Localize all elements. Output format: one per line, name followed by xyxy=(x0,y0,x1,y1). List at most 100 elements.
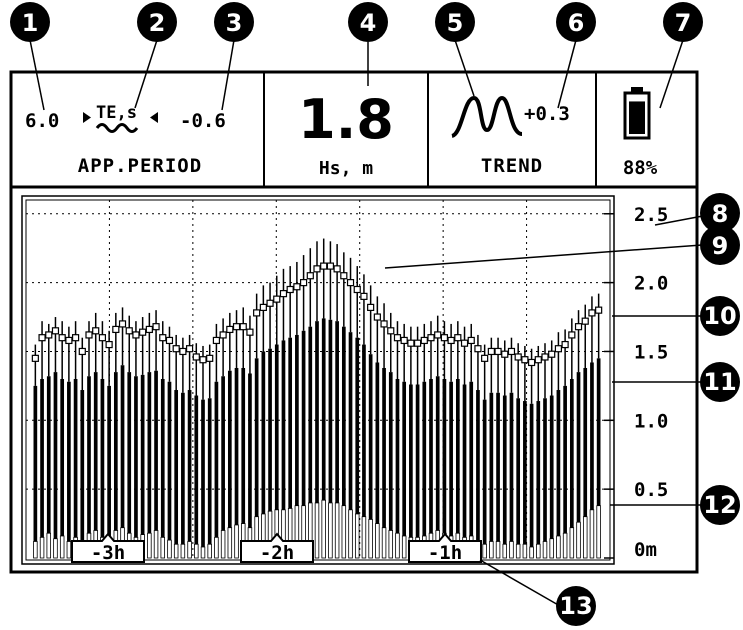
bar-main xyxy=(100,379,105,538)
bar-mean-marker xyxy=(112,325,120,334)
bar-mean-marker xyxy=(340,272,348,280)
svg-text:4: 4 xyxy=(360,9,377,37)
bar-mean-marker xyxy=(125,327,133,335)
svg-text:12: 12 xyxy=(703,491,736,519)
bar-mean-marker xyxy=(293,283,301,291)
bar-main xyxy=(476,390,480,542)
bar-mean-marker xyxy=(152,323,160,331)
bar-main xyxy=(234,367,239,525)
bar-mean-marker xyxy=(494,347,502,356)
bar-main xyxy=(455,379,460,534)
bar-mean-marker xyxy=(373,313,381,321)
trend-wave-icon xyxy=(450,95,523,138)
bar-low xyxy=(341,505,347,559)
bar-main xyxy=(295,334,299,506)
bar-low xyxy=(200,546,206,559)
bar-low xyxy=(549,538,554,559)
bar-main xyxy=(254,358,259,517)
bar-low xyxy=(576,521,581,559)
bar-mean-marker xyxy=(420,336,428,345)
bar-main xyxy=(341,326,346,506)
bar-mean-marker xyxy=(333,265,341,273)
bar-main xyxy=(268,348,272,512)
x-marker: -3h xyxy=(71,532,145,564)
bar-mean-marker xyxy=(159,334,167,342)
bar-low xyxy=(328,502,333,559)
bar-mean-marker xyxy=(574,323,583,331)
bar-mean-marker xyxy=(239,323,247,331)
bar-main xyxy=(590,362,594,510)
callout-13: 13 xyxy=(556,586,596,626)
bar-mean-marker xyxy=(78,347,86,356)
bar-mean-marker xyxy=(407,339,415,347)
bar-main xyxy=(576,372,581,523)
bar-low xyxy=(321,499,326,559)
trend-cell: +0.3 TREND xyxy=(450,95,570,177)
bar-main xyxy=(348,332,353,510)
bar-main xyxy=(502,395,507,545)
bar-low xyxy=(589,509,595,559)
bar-mean-marker xyxy=(481,354,489,362)
bar-main xyxy=(261,351,266,514)
bar-mean-marker xyxy=(118,320,127,328)
bar-main xyxy=(429,379,433,534)
y-tick-label: 2.0 xyxy=(634,273,668,295)
bar-main xyxy=(496,392,500,542)
bar-mean-marker xyxy=(232,323,241,331)
bar-main xyxy=(482,399,487,545)
period-symbol: TE,s xyxy=(96,103,137,123)
bar-low xyxy=(556,535,561,559)
bar-low xyxy=(227,527,233,559)
bar-main xyxy=(556,390,561,536)
battery-level-fill xyxy=(629,101,645,134)
bar-mean-marker xyxy=(38,334,46,342)
bar-main xyxy=(134,376,138,538)
bar-mean-marker xyxy=(145,325,153,334)
bar-mean-marker xyxy=(393,334,402,342)
bar-main xyxy=(53,372,58,539)
bar-main xyxy=(442,379,447,534)
bar-main xyxy=(227,370,232,528)
bar-low xyxy=(395,532,400,559)
bar-main xyxy=(596,358,601,506)
bar-mean-marker xyxy=(507,347,516,356)
bar-main xyxy=(462,384,467,538)
y-tick-label: 0m xyxy=(634,539,657,561)
bar-low xyxy=(582,516,588,559)
callout-5: 5 xyxy=(435,2,475,42)
bar-mean-marker xyxy=(51,327,60,335)
bar-mean-marker xyxy=(313,265,321,273)
callout-9: 9 xyxy=(700,225,740,265)
bar-mean-marker xyxy=(71,334,80,342)
bar-mean-marker xyxy=(306,272,314,280)
bar-main xyxy=(288,337,293,509)
bar-mean-marker xyxy=(400,336,408,345)
bar-mean-marker xyxy=(31,354,39,362)
bar-mean-marker xyxy=(219,331,227,339)
bar-low xyxy=(489,541,494,559)
arrow-left-icon xyxy=(150,112,158,123)
bar-main xyxy=(382,367,386,528)
bar-low xyxy=(562,532,568,559)
x-marker: -2h xyxy=(240,532,314,564)
bar-main xyxy=(301,330,306,506)
bar-mean-marker xyxy=(266,299,274,307)
bar-main xyxy=(46,376,51,534)
bar-low xyxy=(147,532,152,559)
bar-main xyxy=(154,370,158,531)
bar-mean-marker xyxy=(427,334,435,342)
wave-height-cell: 1.8 Hs, m xyxy=(298,88,394,179)
bar-main xyxy=(415,384,420,538)
callout-leaders xyxy=(29,39,709,607)
bar-main xyxy=(113,372,118,531)
bar-mean-marker xyxy=(541,353,549,361)
x-marker-label: -1h xyxy=(428,542,462,564)
bar-mean-marker xyxy=(561,340,569,349)
bar-low xyxy=(66,541,72,559)
bar-main xyxy=(67,381,71,542)
bar-mean-marker xyxy=(588,309,596,317)
bar-mean-marker xyxy=(132,331,140,339)
bar-mean-marker xyxy=(105,340,113,349)
bar-mean-marker xyxy=(440,334,449,342)
bar-mean-marker xyxy=(320,262,328,270)
